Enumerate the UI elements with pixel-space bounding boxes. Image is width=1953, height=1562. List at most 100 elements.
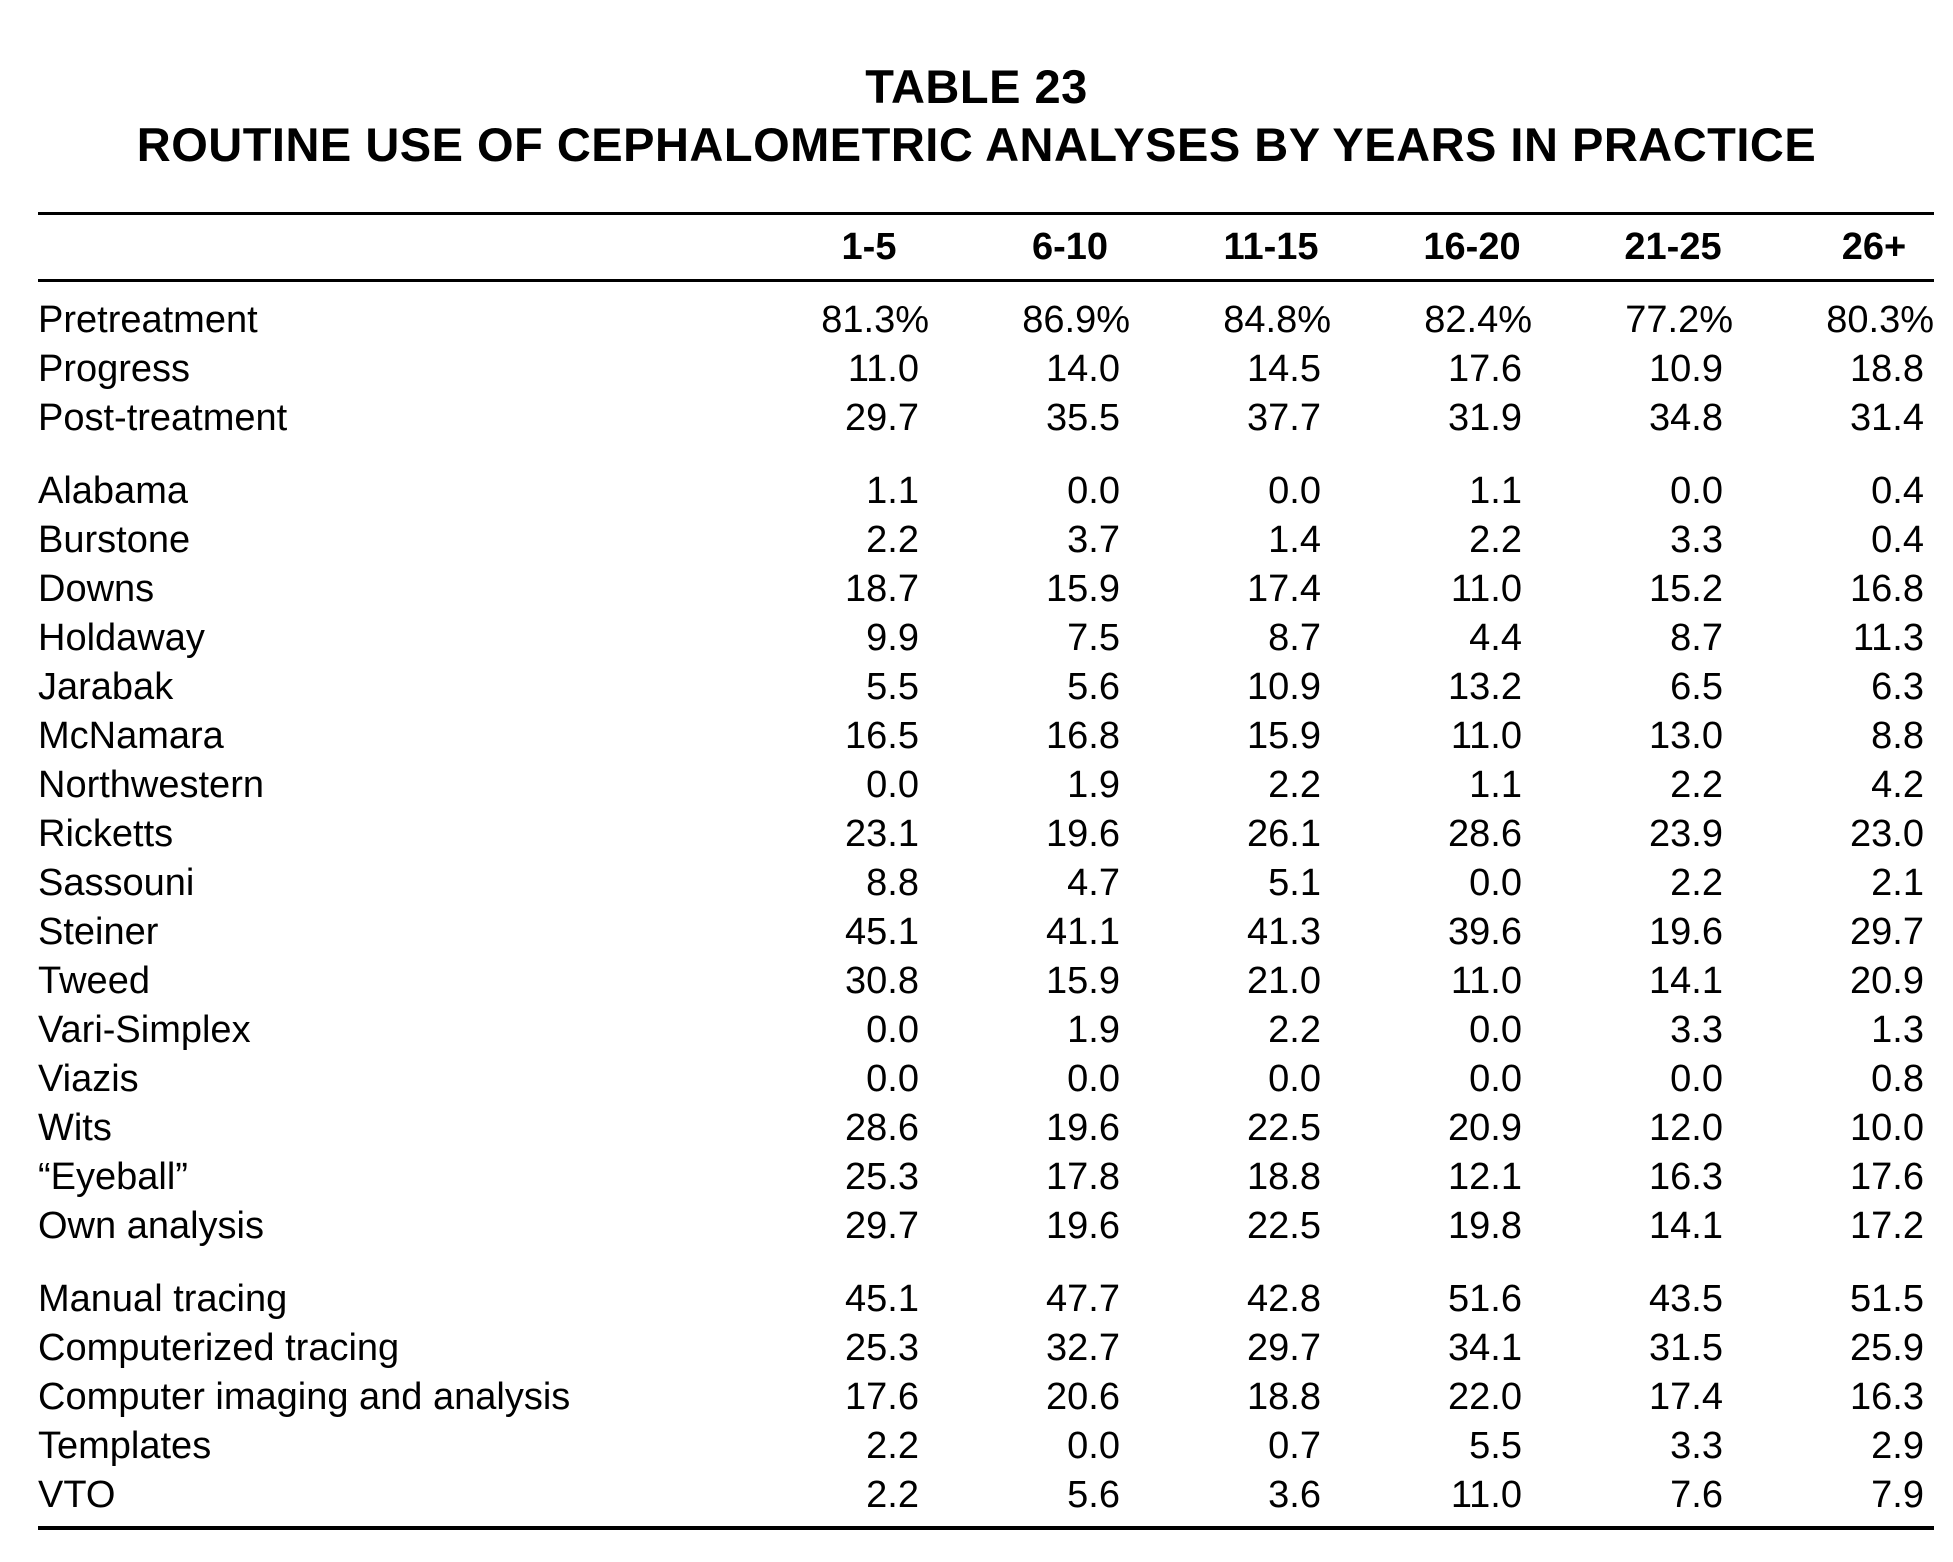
- table-cell: 19.6: [1649, 911, 1723, 953]
- table-cell: 16.5: [845, 715, 919, 757]
- table-cell: 86.9%: [1022, 299, 1130, 341]
- table-cell: 2.2: [1670, 764, 1723, 806]
- table-cell: 10.0: [1850, 1107, 1924, 1149]
- table-cell: 11.3: [1852, 617, 1924, 659]
- table-number: TABLE 23: [865, 60, 1088, 113]
- top-rule: [38, 212, 1934, 215]
- header-cell: 6-10: [929, 215, 1130, 279]
- table-row: Sassouni 8.8 4.7 5.1 0.0 2.2 2.1: [38, 859, 1934, 908]
- table-title: ROUTINE USE OF CEPHALOMETRIC ANALYSES BY…: [136, 118, 1817, 171]
- table-cell: 47.7: [1046, 1278, 1120, 1320]
- table-cell: 5.6: [1067, 666, 1120, 708]
- table-cell: 9.9: [866, 617, 919, 659]
- table-cell: 21.0: [1247, 960, 1321, 1002]
- table-cell: 82.4%: [1424, 299, 1532, 341]
- data-table-body: Pretreatment 81.3% 86.9% 84.8% 82.4% 77.2% 80.…: [38, 282, 1934, 1526]
- table-cell: 2.9: [1871, 1425, 1924, 1467]
- table-header: 1-5 6-10 11-15 16-20 21-25 26+: [38, 215, 1934, 279]
- table-cell: 19.6: [1046, 1107, 1120, 1149]
- table-cell: 39.6: [1448, 911, 1522, 953]
- table-cell: 1.1: [866, 470, 919, 512]
- table-cell: 30.8: [845, 960, 919, 1002]
- table-cell: 7.9: [1871, 1474, 1924, 1516]
- data-table: 1-5 6-10 11-15 16-20 21-25 26+: [38, 215, 1934, 279]
- table-cell: 0.0: [1067, 1425, 1120, 1467]
- table-cell: 2.1: [1871, 862, 1924, 904]
- row-label: Computerized tracing: [38, 1327, 400, 1369]
- header-cell: 21-25: [1532, 215, 1733, 279]
- table-cell: 0.0: [1469, 862, 1522, 904]
- table-row: Progress 11.0 14.0 14.5 17.6 10.9 18.8: [38, 345, 1934, 394]
- row-label: McNamara: [38, 715, 224, 757]
- table-cell: 26.1: [1247, 813, 1321, 855]
- table-cell: 17.8: [1046, 1156, 1120, 1198]
- table-cell: 81.3%: [821, 299, 929, 341]
- table-cell: 12.0: [1649, 1107, 1723, 1149]
- table-cell: 0.7: [1268, 1425, 1321, 1467]
- table-cell: 5.6: [1067, 1474, 1120, 1516]
- table-cell: 25.9: [1850, 1327, 1924, 1369]
- table-cell: 35.5: [1046, 397, 1120, 439]
- table-cell: 2.2: [866, 519, 919, 561]
- table-cell: 8.7: [1268, 617, 1321, 659]
- table-cell: 2.2: [866, 1425, 919, 1467]
- table-cell: 17.4: [1247, 568, 1321, 610]
- column-header: 21-25: [1624, 226, 1722, 268]
- row-label: Vari-Simplex: [38, 1009, 251, 1051]
- table-cell: 16.8: [1046, 715, 1120, 757]
- column-header: 26+: [1841, 226, 1907, 268]
- table-cell: 0.0: [1670, 470, 1723, 512]
- table-row: Steiner 45.1 41.1 41.3 39.6 19.6 29.7: [38, 908, 1934, 957]
- table-row: Downs 18.7 15.9 17.4 11.0 15.2 16.8: [38, 565, 1934, 614]
- table-cell: 0.8: [1871, 1058, 1924, 1100]
- data-table-container: 1-5 6-10 11-15 16-20 21-25 26+ Pretreatm…: [38, 212, 1934, 1530]
- table-cell: 2.2: [866, 1474, 919, 1516]
- table-cell: 3.3: [1670, 519, 1723, 561]
- table-cell: 0.0: [866, 1058, 919, 1100]
- column-header: 11-15: [1223, 226, 1319, 268]
- table-cell: 20.9: [1448, 1107, 1522, 1149]
- table-cell: 14.5: [1247, 348, 1321, 390]
- table-cell: 31.9: [1448, 397, 1522, 439]
- table-cell: 51.5: [1850, 1278, 1924, 1320]
- row-label: Sassouni: [38, 862, 195, 904]
- row-label: Holdaway: [38, 617, 205, 659]
- table-row: Holdaway 9.9 7.5 8.7 4.4 8.7 11.3: [38, 614, 1934, 663]
- table-cell: 22.5: [1247, 1205, 1321, 1247]
- table-cell: 1.9: [1067, 1009, 1120, 1051]
- table-cell: 10.9: [1247, 666, 1321, 708]
- table-cell: 84.8%: [1223, 299, 1331, 341]
- table-cell: 29.7: [845, 1205, 919, 1247]
- table-cell: 5.5: [1469, 1425, 1522, 1467]
- table-cell: 17.6: [1850, 1156, 1924, 1198]
- table-cell: 23.9: [1649, 813, 1723, 855]
- row-label: Alabama: [38, 470, 188, 512]
- table-cell: 18.8: [1247, 1376, 1321, 1418]
- table-cell: 10.9: [1649, 348, 1723, 390]
- table-cell: 3.3: [1670, 1425, 1723, 1467]
- table-cell: 29.7: [1247, 1327, 1321, 1369]
- row-label: Templates: [38, 1425, 212, 1467]
- table-cell: 12.1: [1448, 1156, 1522, 1198]
- table-cell: 31.4: [1850, 397, 1924, 439]
- table-cell: 3.6: [1268, 1474, 1321, 1516]
- table-cell: 28.6: [845, 1107, 919, 1149]
- table-cell: 6.5: [1670, 666, 1723, 708]
- table-cell: 18.8: [1247, 1156, 1321, 1198]
- table-cell: 17.4: [1649, 1376, 1723, 1418]
- row-label: Own analysis: [38, 1205, 264, 1247]
- table-cell: 15.9: [1046, 960, 1120, 1002]
- row-label: Progress: [38, 348, 191, 390]
- row-label: Post-treatment: [38, 397, 288, 439]
- table-cell: 1.9: [1067, 764, 1120, 806]
- table-cell: 19.6: [1046, 813, 1120, 855]
- table-cell: 41.1: [1046, 911, 1120, 953]
- table-cell: 23.0: [1850, 813, 1924, 855]
- table-cell: 11.0: [847, 348, 919, 390]
- table-cell: 80.3%: [1826, 299, 1934, 341]
- table-cell: 11.0: [1450, 960, 1522, 1002]
- table-cell: 32.7: [1046, 1327, 1120, 1369]
- row-label: Northwestern: [38, 764, 264, 806]
- table-cell: 0.0: [1670, 1058, 1723, 1100]
- table-cell: 2.2: [1670, 862, 1723, 904]
